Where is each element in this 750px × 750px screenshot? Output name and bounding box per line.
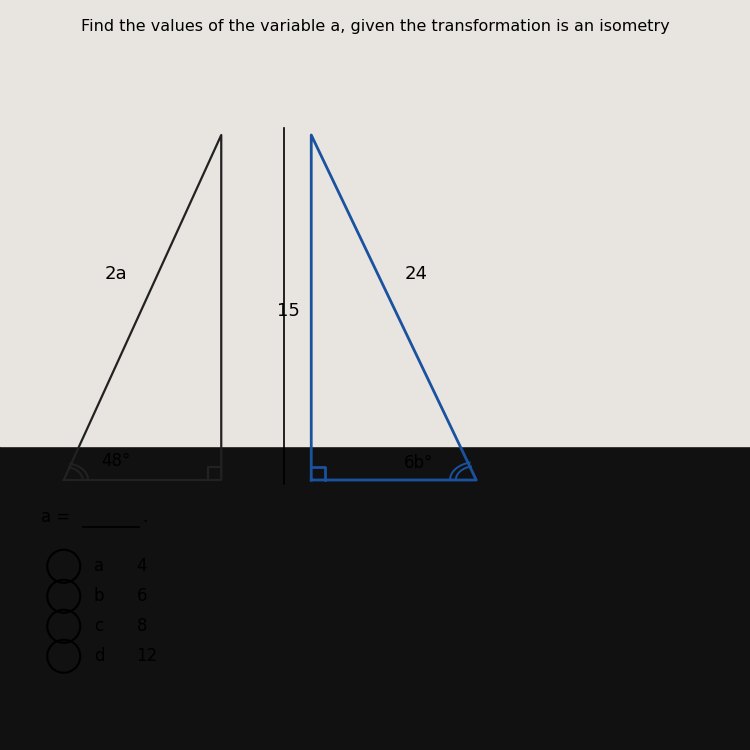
- Text: 2a: 2a: [105, 265, 128, 283]
- Text: 15: 15: [278, 302, 300, 320]
- Text: 12: 12: [136, 647, 158, 665]
- Text: .: .: [142, 509, 148, 526]
- Bar: [0, 0, 750, 446]
- Text: 6: 6: [136, 587, 147, 605]
- Text: 8: 8: [136, 617, 147, 635]
- Text: a: a: [94, 557, 104, 575]
- Text: 6b°: 6b°: [404, 454, 433, 472]
- Text: 24: 24: [405, 265, 427, 283]
- Text: a =: a =: [41, 509, 76, 526]
- Text: 4: 4: [136, 557, 147, 575]
- Text: 48°: 48°: [101, 452, 130, 470]
- Text: c: c: [94, 617, 103, 635]
- Text: d: d: [94, 647, 104, 665]
- Text: b: b: [94, 587, 104, 605]
- Text: Find the values of the variable a, given the transformation is an isometry: Find the values of the variable a, given…: [81, 19, 669, 34]
- Bar: [0, 446, 750, 750]
